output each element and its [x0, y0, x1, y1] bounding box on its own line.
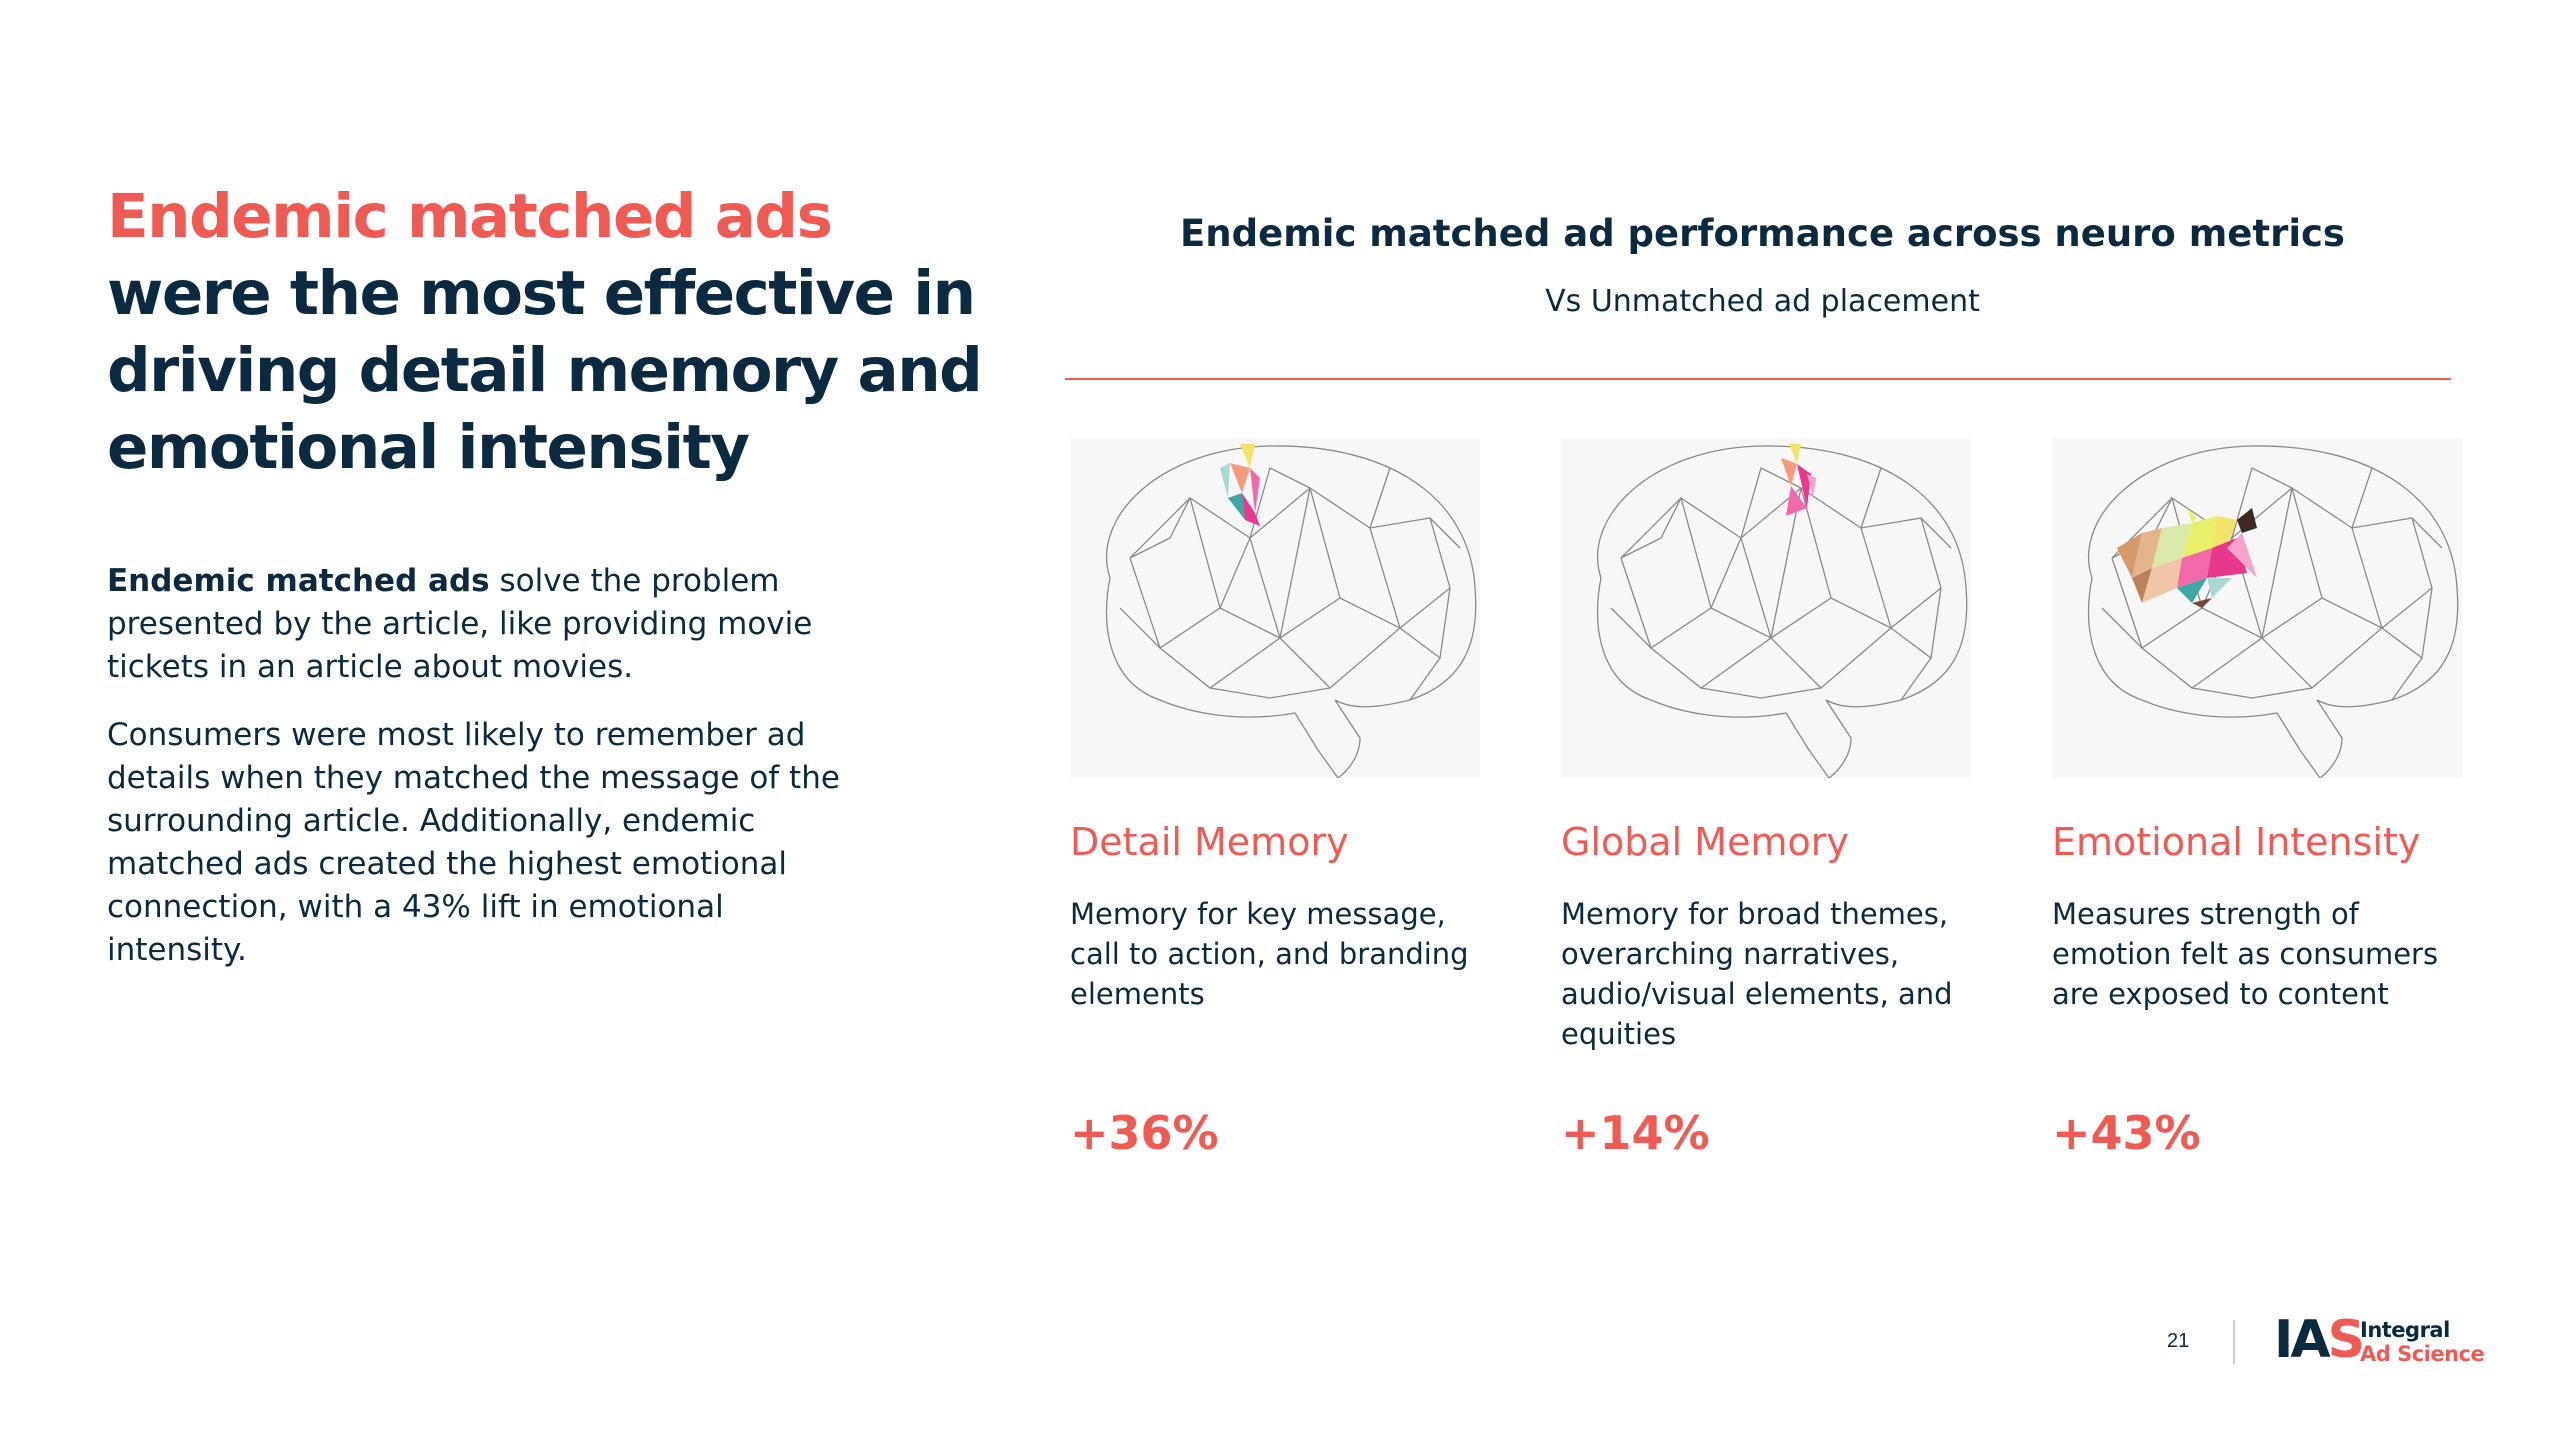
intro-bold: Endemic matched ads [107, 563, 490, 599]
metric-card-emotional-intensity: Emotional Intensity Measures strength of… [2052, 438, 2472, 1160]
findings-paragraph: Consumers were most likely to remember a… [107, 717, 840, 968]
metric-card-global-memory: Global Memory Memory for broad themes, o… [1561, 438, 1981, 1160]
metric-value: +14% [1561, 1106, 1710, 1160]
metric-name: Emotional Intensity [2052, 820, 2421, 864]
section-divider [1065, 378, 2451, 380]
ias-logo-mark: IAS [2274, 1310, 2365, 1370]
intro-paragraph: Endemic matched ads solve the problem pr… [107, 560, 867, 689]
metric-description: Measures strength of emotion felt as con… [2052, 897, 2439, 1011]
metric-value: +43% [2052, 1106, 2201, 1160]
footer-divider [2233, 1320, 2235, 1364]
headline: Endemic matched ads were the most effect… [107, 178, 1007, 486]
metric-value: +36% [1070, 1106, 1219, 1160]
headline-accent: Endemic matched ads [107, 181, 833, 252]
intro-rest: solve the problem presented by the artic… [107, 563, 813, 685]
brain-frontal-top-icon [1561, 438, 1971, 778]
metric-description: Memory for broad themes, overarching nar… [1561, 897, 1953, 1051]
metric-description: Memory for key message, call to action, … [1070, 897, 1469, 1011]
brain-central-icon [2052, 438, 2462, 778]
brain-frontal-top-icon [1070, 438, 1480, 778]
metric-card-detail-memory: Detail Memory Memory for key message, ca… [1070, 438, 1490, 1160]
metric-name: Detail Memory [1070, 820, 1349, 864]
headline-rest: were the most effective in driving detai… [107, 258, 983, 483]
chart-subtitle: Vs Unmatched ad placement [1545, 284, 1980, 319]
logo-line-integral: Integral [2360, 1318, 2450, 1342]
page-number: 21 [2167, 1330, 2190, 1352]
metric-name: Global Memory [1561, 820, 1849, 864]
chart-title: Endemic matched ad performance across ne… [1180, 212, 2345, 255]
logo-line-ad-science: Ad Science [2360, 1342, 2485, 1366]
